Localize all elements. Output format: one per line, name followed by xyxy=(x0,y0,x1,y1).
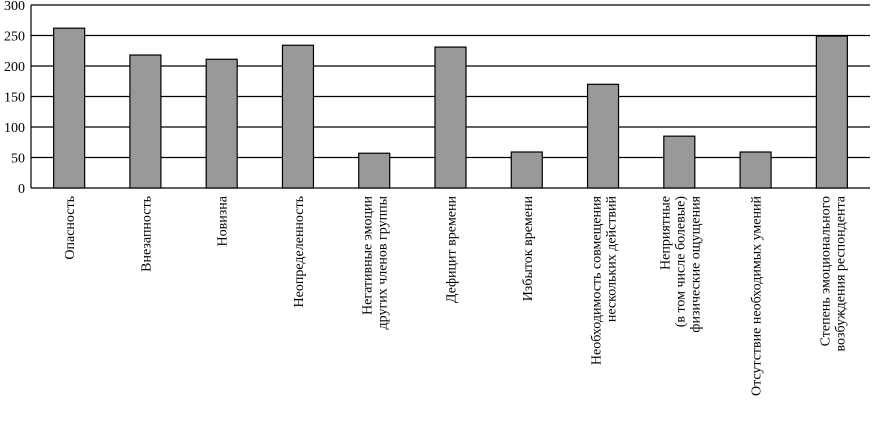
x-tick-label: Неприятные xyxy=(658,196,673,270)
y-tick-label: 150 xyxy=(4,91,25,106)
x-tick-label: нескольких действий xyxy=(605,196,620,323)
x-tick-label: других членов группы xyxy=(376,195,391,329)
x-tick-label: Степень эмоционального xyxy=(818,196,833,346)
bar xyxy=(358,152,391,189)
bar xyxy=(586,83,620,189)
x-tick-label: Внезапность xyxy=(139,196,154,272)
bar xyxy=(53,27,86,189)
x-tick-label: Новизна xyxy=(216,195,231,246)
y-tick-label: 100 xyxy=(4,121,25,136)
bar xyxy=(205,58,238,189)
bar xyxy=(281,44,315,189)
x-tick-label: Неопределенность xyxy=(292,196,307,307)
y-tick-label: 300 xyxy=(4,0,25,14)
bar xyxy=(434,46,467,189)
x-tick-label: (в том числе болевые) xyxy=(673,196,688,328)
bar xyxy=(510,151,543,189)
bar xyxy=(129,54,162,189)
bar xyxy=(815,35,848,189)
y-tick-label: 200 xyxy=(4,60,25,75)
x-tick-label: Избыток времени xyxy=(521,196,536,302)
y-tick-label: 250 xyxy=(4,30,25,45)
x-tick-label: возбуждения респондента xyxy=(833,195,848,351)
x-tick-label: Отсутствие необходимых умений xyxy=(750,196,765,396)
bar xyxy=(739,151,772,189)
x-tick-label: Дефицит времени xyxy=(445,195,460,303)
x-tick-label: Негативные эмоции xyxy=(361,196,376,315)
y-tick-label: 50 xyxy=(11,152,25,167)
y-tick-label: 0 xyxy=(18,182,25,197)
x-tick-label: физические ощущения xyxy=(688,195,703,332)
x-tick-label: Опасность xyxy=(63,196,78,260)
x-tick-label: Необходимость совмещения xyxy=(590,195,605,365)
bar xyxy=(663,135,696,189)
